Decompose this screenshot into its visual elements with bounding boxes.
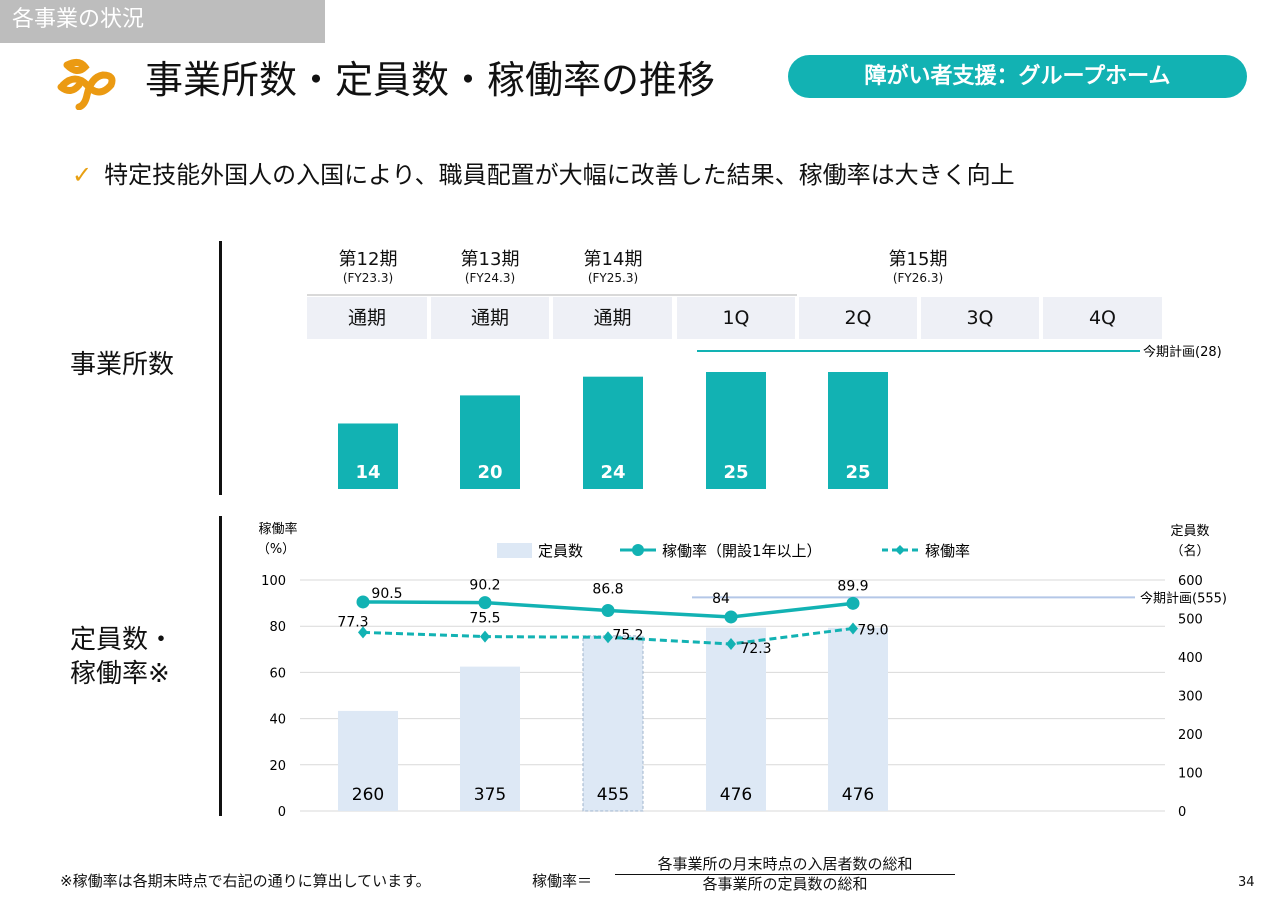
facilities-label: 事業所数 (70, 350, 175, 380)
formula-lhs: 稼働率＝ (532, 872, 593, 890)
left-tick: 0 (278, 805, 286, 820)
capacity-label: 455 (597, 785, 629, 805)
occupancy-1yr-marker (356, 595, 370, 609)
occupancy-label: 79.0 (857, 623, 888, 639)
formula-denominator: 各事業所の定員数の総和 (702, 875, 868, 893)
right-tick: 400 (1178, 651, 1203, 666)
right-tick: 300 (1178, 690, 1203, 705)
capacity-plan-label: 今期計画(555) (1140, 590, 1227, 606)
occupancy-marker (726, 637, 736, 650)
occupancy-marker (358, 626, 368, 639)
left-tick: 20 (269, 759, 286, 774)
legend-swatch-bar (497, 543, 532, 558)
bullet-point: ✓ 特定技能外国人の入国により、職員配置が大幅に改善した結果、稼働率は大きく向上 (72, 155, 1015, 190)
page-number: 34 (1238, 875, 1255, 890)
occupancy-1yr-marker (601, 603, 615, 617)
left-axis-label: 稼働率 (258, 521, 297, 537)
occupancy-1yr-label: 90.5 (371, 586, 402, 602)
plan-label: 今期計画(28) (1143, 344, 1222, 360)
facility-bar (583, 376, 643, 489)
occupancy-1yr-marker (724, 610, 738, 624)
capacity-bar (460, 666, 520, 811)
occupancy-1yr-marker (478, 596, 492, 610)
occupancy-label: 75.5 (469, 611, 500, 627)
bar-label: 25 (723, 462, 748, 483)
column-header: 通期 (307, 297, 427, 339)
logo-icon (57, 58, 116, 110)
occupancy-marker (848, 622, 858, 635)
capacity-label: 375 (474, 785, 506, 805)
period-15: 第15期 (FY26.3) (888, 249, 948, 285)
period-12: 第12期 (FY23.3) (338, 249, 398, 285)
left-tick: 60 (269, 666, 286, 681)
capacity-label-1: 定員数・ (70, 625, 175, 655)
period-14: 第14期 (FY25.3) (583, 249, 643, 285)
right-tick: 500 (1178, 613, 1203, 628)
occupancy-marker (480, 630, 490, 643)
right-tick: 200 (1178, 728, 1203, 743)
bar-label: 24 (600, 462, 625, 483)
left-axis-label: （%） (257, 542, 295, 557)
legend-marker (895, 545, 905, 555)
legend-label: 稼働率（開設1年以上） (662, 542, 822, 560)
period-divider (307, 294, 797, 296)
divider (219, 241, 222, 495)
occupancy-1yr-label: 90.2 (469, 578, 500, 594)
occupancy-label: 77.3 (337, 614, 368, 630)
divider (219, 516, 222, 816)
occupancy-label: 75.2 (612, 627, 643, 643)
capacity-label: 260 (352, 785, 384, 805)
period-13: 第13期 (FY24.3) (460, 249, 520, 285)
column-header: 通期 (431, 297, 549, 339)
occupancy-1yr-label: 89.9 (837, 578, 868, 594)
footnote: ※稼働率は各期末時点で右記の通りに算出しています。 (60, 872, 431, 890)
bullet-text: 特定技能外国人の入国により、職員配置が大幅に改善した結果、稼働率は大きく向上 (104, 161, 1015, 189)
right-tick: 600 (1178, 574, 1203, 589)
section-label: 各事業の状況 (0, 0, 325, 43)
occupancy-1yr-marker (846, 596, 860, 610)
facility-bar (460, 395, 520, 489)
column-header: 通期 (553, 297, 672, 339)
column-header: 3Q (921, 297, 1039, 339)
right-tick: 100 (1178, 767, 1203, 782)
left-tick: 100 (261, 574, 286, 589)
right-axis-label: 定員数 (1170, 524, 1209, 539)
capacity-bar (828, 627, 888, 811)
column-header: 1Q (677, 297, 795, 339)
occupancy-1yr-label: 86.8 (592, 581, 623, 597)
capacity-bar (338, 710, 398, 811)
column-header: 2Q (799, 297, 917, 339)
legend-marker (632, 544, 644, 556)
occupancy-1yr-label: 84 (712, 591, 730, 607)
page-title: 事業所数・定員数・稼働率の推移 (145, 58, 716, 102)
formula-numerator: 各事業所の月末時点の入居者数の総和 (615, 855, 955, 875)
formula-fraction: 各事業所の月末時点の入居者数の総和 各事業所の定員数の総和 (615, 855, 955, 894)
left-tick: 40 (269, 713, 286, 728)
capacity-bar (582, 635, 644, 812)
bar-label: 25 (845, 462, 870, 483)
occupancy-label: 72.3 (740, 641, 771, 657)
bar-label: 20 (477, 462, 502, 483)
facility-bar (706, 372, 766, 489)
facility-bar (338, 423, 398, 489)
capacity-bar (706, 627, 766, 811)
left-tick: 80 (269, 620, 286, 635)
bar-label: 14 (355, 462, 380, 483)
capacity-label-2: 稼働率※ (70, 659, 170, 689)
check-icon: ✓ (72, 161, 93, 189)
right-axis-label: （名） (1170, 543, 1209, 559)
legend-label: 稼働率 (925, 542, 970, 560)
legend-label: 定員数 (538, 542, 583, 560)
column-header: 4Q (1043, 297, 1162, 339)
capacity-label: 476 (842, 785, 874, 805)
category-badge: 障がい者支援：グループホーム (788, 55, 1247, 98)
capacity-label: 476 (720, 785, 752, 805)
right-tick: 0 (1178, 805, 1186, 820)
facility-bar (828, 372, 888, 489)
occupancy-marker (603, 631, 613, 644)
